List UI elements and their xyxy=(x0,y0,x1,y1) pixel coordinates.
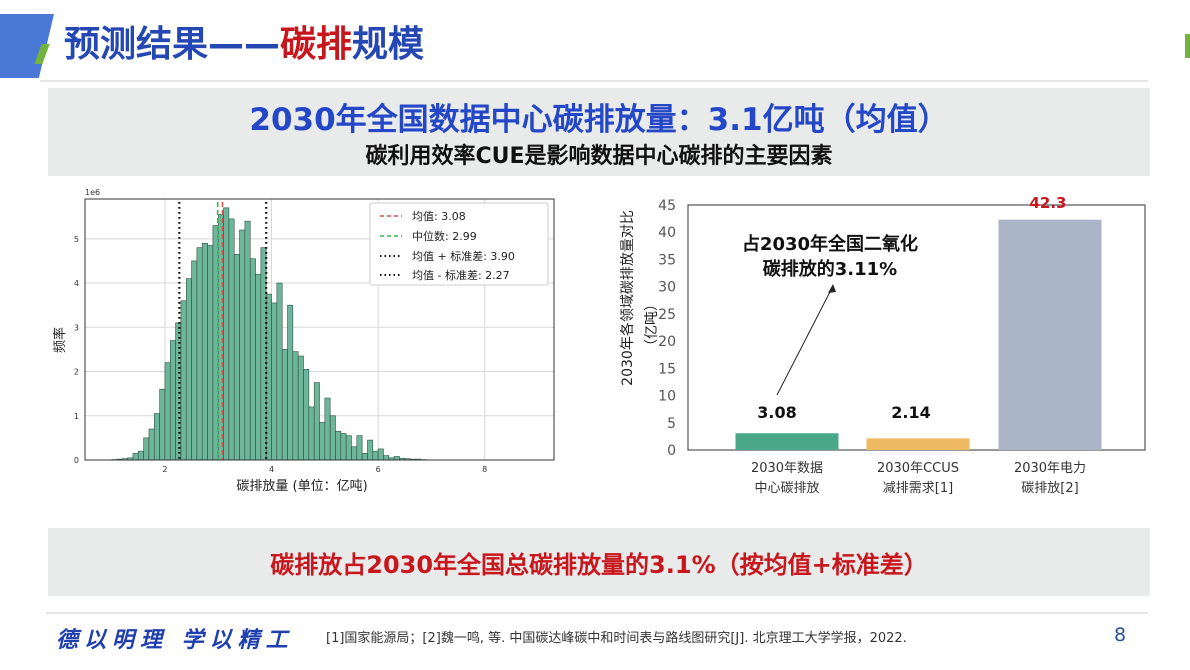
histogram-reference-lines xyxy=(178,202,268,460)
svg-text:35: 35 xyxy=(658,252,676,268)
bar-value-label-power: 42.3 xyxy=(1029,194,1066,212)
bar-annotation-line1: 占2030年全国二氧化 xyxy=(742,233,918,255)
annotation-arrow xyxy=(776,285,834,396)
banner-title: 2030年全国数据中心碳排放量：3.1亿吨（均值） xyxy=(249,102,949,138)
bar-value-label-dc: 3.08 xyxy=(757,403,796,422)
bottom-banner: 碳排放占2030年全国总碳排放量的3.1%（按均值+标准差） xyxy=(48,528,1150,596)
svg-text:10: 10 xyxy=(658,389,676,405)
histogram-x-label: 碳排放量 (单位：亿吨) xyxy=(236,479,367,494)
histogram-ticks: 2 4 6 8 0 1 2 3 4 5 xyxy=(74,235,487,474)
svg-text:2: 2 xyxy=(74,368,79,377)
annotation-arrowhead-icon xyxy=(828,284,836,293)
bar-category-dc-line2: 中心碳排放 xyxy=(754,481,819,496)
svg-text:45: 45 xyxy=(658,198,676,214)
footer-motto: 德以明理 学以精工 xyxy=(56,627,294,653)
histogram-plot-frame xyxy=(84,198,555,461)
svg-text:0: 0 xyxy=(667,443,676,459)
page-title-part1: 预测结果—— xyxy=(64,24,281,65)
footer-reference: [1]国家能源局；[2]魏一鸣, 等. 中国碳达峰碳中和时间表与路线图研究[J]… xyxy=(326,631,907,646)
svg-text:0: 0 xyxy=(74,456,79,465)
bar-chart: 0 5 10 15 20 25 30 35 40 45 2030年各领域碳排放量对比 （亿吨） 占… xyxy=(620,194,1146,496)
histogram-y-label: 频率 xyxy=(52,327,68,353)
bar-y-unit: （亿吨） xyxy=(644,297,660,353)
bar-value-label-ccus: 2.14 xyxy=(891,403,930,422)
svg-text:5: 5 xyxy=(74,235,79,244)
bar-category-power-line2: 碳排放[2] xyxy=(1021,481,1078,496)
svg-text:1: 1 xyxy=(74,412,79,421)
page-number: 8 xyxy=(1114,624,1127,646)
page-title-part3: 规模 xyxy=(352,24,425,65)
legend-mean-label: 均值: 3.08 xyxy=(412,210,466,223)
bottom-banner-text: 碳排放占2030年全国总碳排放量的3.1%（按均值+标准差） xyxy=(270,551,928,579)
svg-text:30: 30 xyxy=(658,280,676,296)
histogram-legend: 均值: 3.08 中位数: 2.99 均值 + 标准差: 3.90 均值 - 标… xyxy=(369,202,549,286)
svg-text:3: 3 xyxy=(74,323,79,332)
bar-category-ccus-line2: 减排需求[1] xyxy=(883,481,953,496)
bar-category-ccus-line1: 2030年CCUS xyxy=(877,461,959,476)
legend-median-label: 中位数: 2.99 xyxy=(412,229,477,243)
bar-category-power-line1: 2030年电力 xyxy=(1014,461,1086,476)
svg-text:40: 40 xyxy=(658,225,676,241)
svg-text:2: 2 xyxy=(162,465,167,474)
page-title-part2: 碳排 xyxy=(280,24,353,65)
svg-text:4: 4 xyxy=(269,465,274,474)
banner-subtitle: 碳利用效率CUE是影响数据中心碳排的主要因素 xyxy=(365,144,833,169)
bar-series xyxy=(735,219,1102,450)
bar-category-dc-line1: 2030年数据 xyxy=(751,461,823,476)
bar-y-label: 2030年各领域碳排放量对比 xyxy=(620,210,636,386)
bar-y-ticks: 0 5 10 15 20 25 30 35 40 45 xyxy=(658,198,676,459)
svg-text:25: 25 xyxy=(658,307,676,323)
page-title: 预测结果——碳排规模 xyxy=(64,18,424,72)
svg-text:4: 4 xyxy=(74,279,79,288)
svg-text:5: 5 xyxy=(667,416,676,432)
svg-text:6: 6 xyxy=(376,465,381,474)
svg-text:15: 15 xyxy=(658,361,676,377)
svg-text:20: 20 xyxy=(658,334,676,350)
svg-text:8: 8 xyxy=(482,465,487,474)
histogram-bars xyxy=(111,207,427,461)
legend-plus-std-label: 均值 + 标准差: 3.90 xyxy=(412,249,515,263)
bar-annotation-line2: 碳排放的3.11% xyxy=(763,258,897,280)
histogram-chart: 2 4 6 8 0 1 2 3 4 5 1e6 频率 碳排放量 (单位：亿吨) 均值: 3.08 … xyxy=(52,188,555,494)
top-banner: 2030年全国数据中心碳排放量：3.1亿吨（均值） 碳利用效率CUE是影响数据中… xyxy=(48,88,1150,176)
legend-minus-std-label: 均值 - 标准差: 2.27 xyxy=(412,268,510,282)
histogram-offset-label: 1e6 xyxy=(85,188,100,197)
footer-divider xyxy=(46,612,1148,614)
header-divider xyxy=(40,80,1148,82)
header-right-accent xyxy=(1185,34,1190,58)
